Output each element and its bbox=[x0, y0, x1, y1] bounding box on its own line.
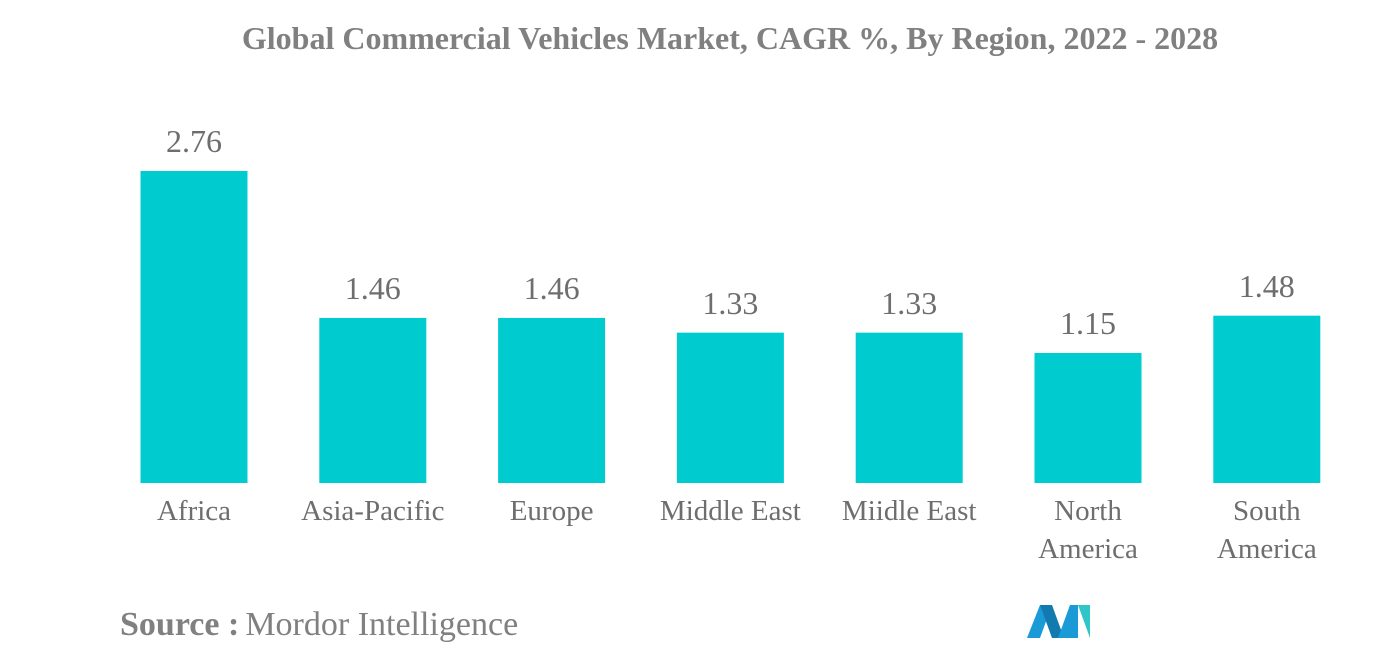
bar bbox=[319, 317, 427, 483]
value-label: 1.48 bbox=[1238, 267, 1295, 304]
bar bbox=[676, 332, 784, 483]
chart-title: Global Commercial Vehicles Market, CAGR … bbox=[241, 20, 1219, 56]
value-label: 1.15 bbox=[1060, 305, 1116, 341]
x-tick-label: Miidle East bbox=[841, 495, 977, 527]
logo bbox=[1027, 605, 1090, 638]
x-tick-label: South America bbox=[1216, 495, 1317, 565]
bar bbox=[1034, 353, 1142, 483]
source-text: Mordor Intelligence bbox=[245, 606, 519, 643]
x-tick-label: Africa bbox=[156, 495, 232, 527]
value-label: 1.33 bbox=[702, 284, 759, 321]
value-label: 2.76 bbox=[166, 123, 222, 159]
bar bbox=[498, 317, 606, 483]
x-tick-label: Middle East bbox=[659, 495, 801, 527]
value-label: 1.46 bbox=[523, 269, 580, 306]
source: Source : Mordor Intelligence bbox=[120, 606, 518, 644]
value-label: 1.46 bbox=[344, 269, 401, 306]
bar bbox=[1213, 315, 1321, 483]
x-tick-label: North America bbox=[1038, 495, 1138, 565]
x-tick-label: Asia-Pacific bbox=[301, 495, 445, 527]
bar bbox=[855, 332, 963, 483]
bar bbox=[140, 171, 248, 483]
source-label: Source : bbox=[120, 606, 240, 643]
value-label: 1.33 bbox=[881, 284, 938, 321]
x-tick-label: Europe bbox=[509, 495, 594, 527]
